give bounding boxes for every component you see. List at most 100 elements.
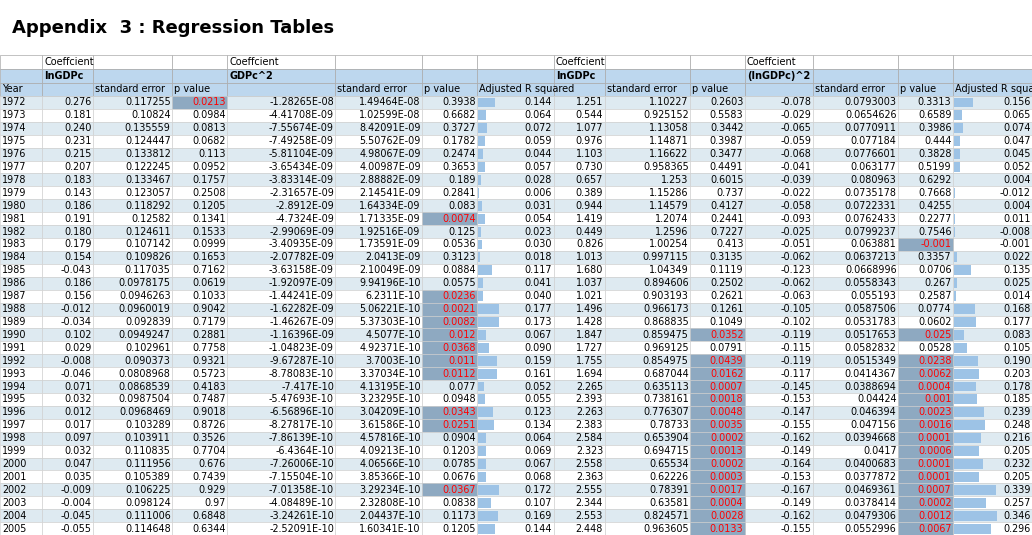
Bar [335, 173, 422, 186]
Text: 0.1205: 0.1205 [192, 201, 226, 211]
Bar [605, 264, 690, 277]
Bar [745, 122, 812, 135]
Text: 0.111956: 0.111956 [125, 459, 170, 469]
Text: 0.3313: 0.3313 [917, 97, 952, 108]
Text: 1997: 1997 [2, 421, 27, 430]
Text: 1.013: 1.013 [576, 253, 603, 262]
Text: 0.1261: 0.1261 [710, 304, 743, 314]
Bar [477, 328, 553, 341]
Bar [172, 496, 227, 509]
Bar [478, 498, 491, 508]
Text: -0.167: -0.167 [780, 485, 811, 495]
Bar [605, 96, 690, 109]
Text: 0.0762433: 0.0762433 [845, 213, 897, 224]
Text: 0.0006: 0.0006 [917, 446, 952, 456]
Bar [478, 201, 482, 211]
Bar [553, 354, 605, 367]
Text: -0.001: -0.001 [1000, 240, 1031, 249]
Text: 0.0367: 0.0367 [442, 485, 476, 495]
Bar [93, 251, 172, 264]
Bar [0, 393, 42, 406]
Bar [898, 393, 953, 406]
Bar [0, 55, 42, 69]
Bar [553, 303, 605, 316]
Text: 0.10824: 0.10824 [131, 110, 170, 120]
Bar [93, 135, 172, 148]
Text: -0.093: -0.093 [780, 213, 811, 224]
Text: standard error: standard error [814, 85, 884, 95]
Bar [953, 200, 1032, 212]
Text: 0.030: 0.030 [524, 240, 552, 249]
Bar [335, 264, 422, 277]
Text: 0.3828: 0.3828 [917, 149, 952, 159]
Bar [553, 160, 605, 173]
Text: 0.3135: 0.3135 [710, 253, 743, 262]
Text: 0.694715: 0.694715 [643, 446, 688, 456]
Bar [953, 470, 1032, 483]
Bar [553, 419, 605, 432]
Text: -1.92097E-09: -1.92097E-09 [269, 278, 334, 288]
Bar [93, 200, 172, 212]
Bar [422, 354, 477, 367]
Bar [478, 511, 498, 521]
Bar [477, 109, 553, 122]
Bar [93, 470, 172, 483]
Text: 0.1049: 0.1049 [710, 317, 743, 327]
Text: 0.0469361: 0.0469361 [845, 485, 897, 495]
Bar [335, 457, 422, 470]
Text: 0.117255: 0.117255 [125, 97, 170, 108]
Bar [745, 316, 812, 328]
Text: -0.115: -0.115 [780, 343, 811, 353]
Bar [898, 303, 953, 316]
Text: 0.0439: 0.0439 [710, 356, 743, 366]
Bar [477, 496, 553, 509]
Text: 0.103289: 0.103289 [125, 421, 170, 430]
Bar [745, 483, 812, 496]
Bar [605, 289, 690, 303]
Text: 2.363: 2.363 [576, 472, 603, 482]
Text: 0.159: 0.159 [524, 356, 552, 366]
Bar [953, 96, 1032, 109]
Bar [422, 509, 477, 522]
Text: 0.240: 0.240 [64, 123, 92, 133]
Text: 0.190: 0.190 [1003, 356, 1031, 366]
Text: 0.7758: 0.7758 [192, 343, 226, 353]
Text: 4.06566E-10: 4.06566E-10 [359, 459, 421, 469]
Text: -1.44241E-09: -1.44241E-09 [269, 291, 334, 301]
Bar [172, 509, 227, 522]
Text: 0.0682: 0.0682 [192, 136, 226, 146]
Text: 0.172: 0.172 [524, 485, 552, 495]
Bar [690, 432, 745, 445]
Text: 5.37303E-10: 5.37303E-10 [359, 317, 421, 327]
Text: 0.032: 0.032 [64, 394, 92, 404]
Bar [553, 212, 605, 225]
Bar [477, 225, 553, 238]
Bar [227, 225, 335, 238]
Bar [93, 83, 172, 96]
Text: 0.687044: 0.687044 [643, 369, 688, 379]
Bar [954, 265, 971, 276]
Text: 0.0007: 0.0007 [917, 485, 952, 495]
Bar [422, 83, 477, 96]
Text: Adjusted R squared: Adjusted R squared [479, 85, 575, 95]
Bar [227, 122, 335, 135]
Text: 0.014: 0.014 [1003, 291, 1031, 301]
Text: 0.859475: 0.859475 [643, 330, 688, 340]
Bar [605, 69, 690, 83]
Text: 1.02599E-08: 1.02599E-08 [359, 110, 421, 120]
Text: 0.929: 0.929 [198, 485, 226, 495]
Text: 0.0575: 0.0575 [442, 278, 476, 288]
Text: 0.1533: 0.1533 [192, 227, 226, 236]
Text: 0.0776601: 0.0776601 [845, 149, 897, 159]
Bar [954, 498, 986, 508]
Text: 0.071: 0.071 [64, 381, 92, 392]
Bar [335, 148, 422, 160]
Text: -6.56896E-10: -6.56896E-10 [269, 407, 334, 417]
Text: -0.123: -0.123 [780, 265, 811, 276]
Bar [953, 173, 1032, 186]
Bar [812, 367, 898, 380]
Bar [172, 122, 227, 135]
Text: 0.040: 0.040 [524, 291, 552, 301]
Bar [690, 277, 745, 289]
Text: 0.2587: 0.2587 [917, 291, 952, 301]
